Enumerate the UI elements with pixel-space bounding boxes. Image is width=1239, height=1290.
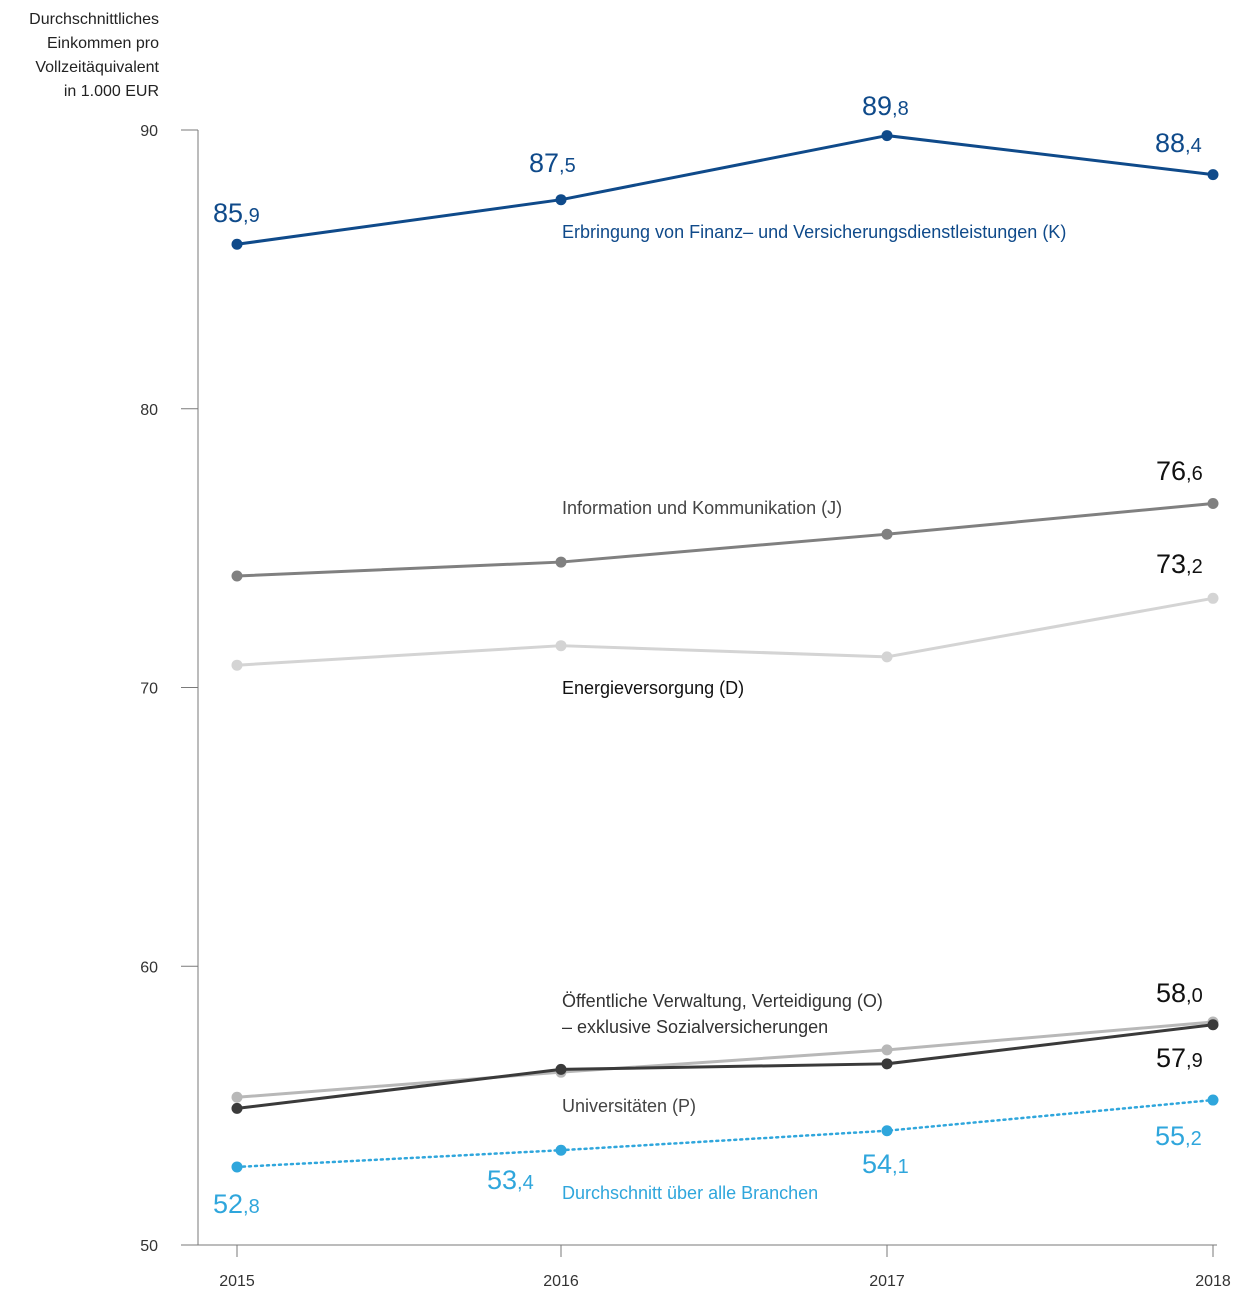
series-labels: 85,9 87,5 89,8 88,4 76,6 73,2 58,0 57,9 52,8 53,4… [213,91,1203,1219]
x-tick-label: 2015 [219,1273,255,1290]
y-axis-title-line: Vollzeitäquivalent [35,59,159,76]
data-point [555,1144,567,1156]
data-point [881,651,893,663]
data-label: 89,8 [862,91,909,121]
data-label: 52,8 [213,1189,260,1219]
data-point [881,130,893,142]
data-point [555,194,567,206]
data-label: 57,9 [1156,1043,1203,1073]
series-name-label: Information und Kommunikation (J) [562,498,842,518]
data-label: 88,4 [1155,128,1202,158]
data-point [231,659,243,671]
data-label: 58,0 [1156,978,1203,1008]
data-label: 73,2 [1156,549,1203,579]
series-line [235,1098,1215,1169]
series-line [236,134,1214,246]
data-label: 87,5 [529,148,576,178]
data-label: 76,6 [1156,456,1203,486]
series-name-label: Universitäten (P) [562,1096,696,1116]
data-point [555,1063,567,1075]
series-line [236,596,1214,667]
data-label: 85,9 [213,198,260,228]
series-name-label: – exklusive Sozialversicherungen [562,1017,828,1037]
y-axis-title-line: Einkommen pro [47,35,159,52]
series-lines [231,130,1219,1173]
y-tick-label: 60 [140,959,158,976]
data-point [555,640,567,652]
y-tick-label: 90 [140,123,158,140]
series-line [236,1023,1214,1110]
data-point [1207,169,1219,181]
y-tick-label: 50 [140,1238,158,1255]
data-point [1207,1019,1219,1031]
x-tick-label: 2017 [869,1273,905,1290]
data-point [881,1058,893,1070]
data-point [231,1161,243,1173]
data-label: 55,2 [1155,1121,1202,1151]
y-tick-label: 70 [140,681,158,698]
series-line [236,502,1214,578]
data-point [881,528,893,540]
data-point [555,556,567,568]
series-name-label: Durchschnitt über alle Branchen [562,1183,818,1203]
axes: Durchschnittliches Einkommen pro Vollzeitä… [29,11,1231,1290]
data-point [231,1102,243,1114]
data-label: 54,1 [862,1149,909,1179]
y-axis-title-line: Durchschnittliches [29,11,159,28]
series-line [236,1020,1214,1099]
data-point [231,1091,243,1103]
data-point [1207,1094,1219,1106]
data-point [881,1044,893,1056]
data-point [231,570,243,582]
y-tick-label: 80 [140,402,158,419]
data-point [231,238,243,250]
series-name-label: Energieversorgung (D) [562,678,744,698]
data-point [1207,592,1219,604]
data-point [881,1125,893,1137]
data-point [1207,498,1219,510]
x-tick-label: 2016 [543,1273,579,1290]
series-name-label: Öffentliche Verwaltung, Verteidigung (O) [562,991,883,1011]
data-label: 53,4 [487,1165,534,1195]
x-tick-label: 2018 [1195,1273,1231,1290]
series-name-label: Erbringung von Finanz– und Versicherungs… [562,222,1066,242]
y-axis-title-line: in 1.000 EUR [64,83,159,100]
